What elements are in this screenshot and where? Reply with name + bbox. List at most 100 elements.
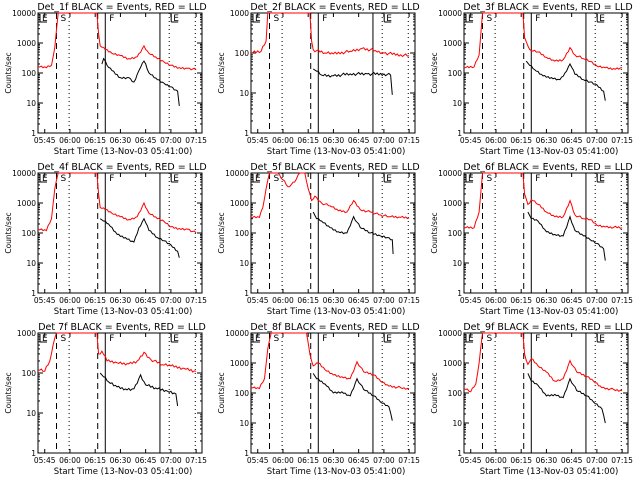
interval-marker-e: E — [596, 14, 605, 24]
x-tick-label: 06:15 — [510, 456, 532, 465]
marker-label: S — [487, 334, 493, 344]
x-tick-label: 07:00 — [373, 296, 395, 305]
x-axis-label: Start Time (13-Nov-03 05:41:00) — [480, 147, 619, 157]
interval-marker-s: S — [274, 174, 280, 184]
x-tick-label: 07:15 — [398, 456, 420, 465]
x-tick-label: 06:00 — [59, 136, 81, 145]
y-tick-label: 10000 — [438, 329, 462, 338]
marker-bracket — [170, 334, 179, 343]
y-tick-label: 1000 — [443, 359, 462, 368]
x-tick-label: 06:30 — [110, 296, 132, 305]
x-axis-label: Start Time (13-Nov-03 05:41:00) — [267, 307, 406, 317]
x-tick-label: 06:15 — [297, 456, 319, 465]
panel-title: Det_8f BLACK = Events, RED = LLD — [250, 322, 419, 333]
series-events — [312, 373, 393, 421]
marker-bracket — [383, 174, 392, 183]
y-tick-label: 100 — [448, 229, 463, 238]
x-tick-label: 06:00 — [272, 296, 294, 305]
plot-frame — [250, 172, 416, 294]
panel-det-4: Det_4f BLACK = Events, RED = LLD 1 10 100 10… — [4, 162, 207, 317]
marker-bracket — [252, 14, 260, 23]
x-tick-label: 06:30 — [110, 136, 132, 145]
y-tick-label: 1000 — [443, 39, 462, 48]
x-tick-label: 07:00 — [586, 456, 608, 465]
x-tick-label: 07:00 — [160, 136, 182, 145]
marker-label: F — [109, 174, 114, 184]
x-tick-label: 06:30 — [536, 296, 558, 305]
x-tick-label: 06:30 — [536, 456, 558, 465]
interval-marker-s: S — [487, 174, 493, 184]
marker-bracket — [596, 174, 605, 183]
x-tick-label: 06:45 — [135, 136, 157, 145]
y-tick-label: 1 — [31, 129, 36, 138]
x-tick-label: 07:15 — [398, 296, 420, 305]
x-tick-label: 06:15 — [84, 136, 106, 145]
interval-marker-e: E — [383, 334, 392, 344]
interval-marker-f: F — [109, 334, 114, 344]
x-tick-label: 05:45 — [460, 456, 482, 465]
series-lld — [37, 172, 197, 234]
x-axis-label: Start Time (13-Nov-03 05:41:00) — [267, 467, 406, 477]
interval-marker-e: E — [39, 174, 48, 184]
interval-marker-s: S — [61, 334, 67, 344]
marker-bracket — [383, 334, 392, 343]
interval-marker-s: S — [61, 174, 67, 184]
x-tick-label: 06:45 — [561, 296, 583, 305]
x-tick-label: 06:30 — [323, 456, 345, 465]
x-tick-label: 06:45 — [561, 136, 583, 145]
marker-label: S — [61, 14, 67, 24]
y-tick-label: 1 — [244, 289, 249, 298]
interval-marker-e: E — [252, 334, 261, 344]
marker-bracket — [596, 334, 605, 343]
y-tick-label: 10000 — [438, 169, 462, 178]
interval-marker-e: E — [596, 334, 605, 344]
marker-label: S — [61, 174, 67, 184]
y-tick-label: 1 — [244, 449, 249, 458]
series-events — [99, 372, 179, 407]
panel-title: Det_3f BLACK = Events, RED = LLD — [463, 2, 632, 13]
interval-marker-f: F — [109, 174, 114, 184]
marker-label: E — [468, 14, 474, 24]
x-tick-label: 05:45 — [460, 296, 482, 305]
y-tick-label: 1 — [31, 449, 36, 458]
y-tick-label: 1 — [457, 129, 462, 138]
marker-bracket — [39, 14, 47, 23]
interval-marker-f: F — [109, 14, 114, 24]
x-tick-label: 06:30 — [536, 136, 558, 145]
y-tick-label: 100 — [22, 229, 37, 238]
panel-title: Det 7f BLACK = Events, RED = LLD — [38, 322, 206, 333]
x-tick-label: 06:45 — [348, 296, 370, 305]
plot-frame — [37, 332, 203, 454]
y-tick-label: 10 — [239, 89, 249, 98]
x-tick-label: 06:00 — [272, 456, 294, 465]
interval-marker-e: E — [465, 334, 474, 344]
y-tick-label: 10 — [26, 409, 36, 418]
panel-title: Det_4f BLACK = Events, RED = LLD — [37, 162, 206, 173]
marker-label: E — [255, 334, 261, 344]
marker-label: E — [468, 334, 474, 344]
y-tick-label: 1 — [244, 129, 249, 138]
x-tick-label: 07:15 — [611, 296, 633, 305]
marker-bracket — [39, 334, 47, 343]
interval-marker-e: E — [383, 14, 392, 24]
x-tick-label: 06:15 — [297, 296, 319, 305]
marker-bracket — [465, 14, 473, 23]
x-tick-label: 05:45 — [247, 136, 269, 145]
panel-title: Det_9f BLACK = Events, RED = LLD — [463, 322, 632, 333]
marker-label: F — [535, 174, 540, 184]
x-tick-label: 06:15 — [510, 136, 532, 145]
marker-label: F — [322, 174, 327, 184]
marker-label: E — [173, 14, 179, 24]
x-tick-label: 06:15 — [84, 456, 106, 465]
marker-label: E — [386, 14, 392, 24]
interval-marker-e: E — [39, 334, 48, 344]
marker-label: F — [109, 334, 114, 344]
y-axis-label: Counts/sec — [217, 372, 226, 413]
series-events — [99, 217, 180, 258]
interval-marker-e: E — [596, 174, 605, 184]
y-axis-label: Counts/sec — [217, 212, 226, 253]
interval-marker-e: E — [170, 14, 179, 24]
interval-marker-f: F — [535, 174, 540, 184]
marker-bracket — [252, 174, 260, 183]
